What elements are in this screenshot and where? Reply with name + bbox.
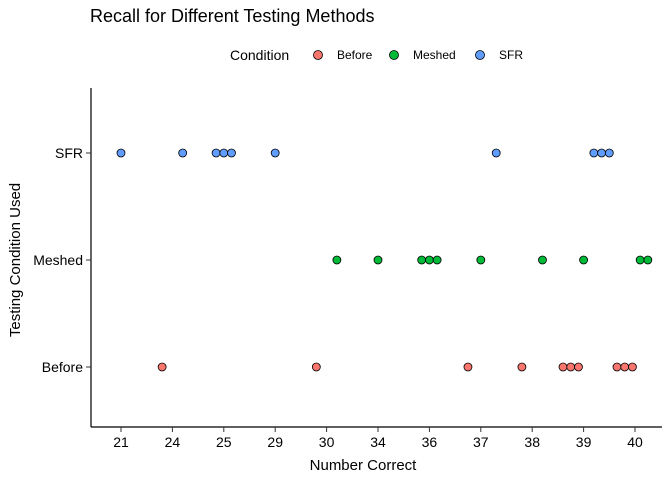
data-point-meshed [424,255,434,265]
x-tick-label: 39 [576,434,592,450]
data-point-meshed [635,255,645,265]
data-point-before [628,362,637,372]
x-tick-label: 34 [370,434,386,450]
data-point-sfr [491,148,501,158]
data-point-sfr [116,148,126,158]
data-point-meshed [432,255,442,265]
x-tick-label: 24 [165,434,181,450]
x-tick-label: 38 [524,434,540,450]
y-tick-label: Before [42,359,83,375]
data-point-sfr [227,148,236,158]
x-tick-label: 29 [267,434,283,450]
data-point-before [463,362,473,372]
y-axis-label: Testing Condition Used [7,183,24,337]
data-point-before [620,362,630,372]
legend-key-sfr [475,50,485,60]
legend-title: Condition [230,47,289,63]
legend-label-meshed: Meshed [413,48,456,62]
x-tick-label: 40 [627,434,643,450]
data-point-before [566,362,576,372]
legend-label-before: Before [337,48,373,62]
data-point-before [157,362,167,372]
data-point-sfr [597,148,606,158]
x-tick-label: 25 [216,434,232,450]
data-point-before [558,362,568,372]
data-point-meshed [417,255,427,265]
data-point-meshed [538,255,547,265]
data-point-before [612,362,622,372]
x-axis-label: Number Correct [310,457,418,474]
legend-label-sfr: SFR [499,48,523,62]
legend-key-meshed [389,50,399,60]
data-point-before [574,362,583,372]
data-point-sfr [178,148,188,158]
x-tick-label: 36 [422,434,438,450]
legend-key-before [313,50,323,60]
data-point-sfr [270,148,280,158]
axes: 21 24 25 29 30 34 36 37 38 39 40 Before Meshed SFR [33,88,662,450]
data-point-before [517,362,527,372]
data-point-meshed [476,255,486,265]
data-point-before [311,362,321,372]
data-point-meshed [643,255,653,265]
chart-title: Recall for Different Testing Methods [90,6,374,26]
data-point-sfr [604,148,614,158]
x-tick-label: 21 [113,434,129,450]
data-point-meshed [579,255,588,265]
data-point-meshed [373,255,383,265]
data-point-sfr [219,148,229,158]
y-tick-label: SFR [55,145,83,161]
data-point-sfr [589,148,599,158]
x-tick-label: 37 [473,434,489,450]
y-tick-label: Meshed [33,252,83,268]
data-points [116,148,653,372]
data-point-sfr [211,148,221,158]
data-point-meshed [332,255,342,265]
legend: Condition Before Meshed SFR [230,47,523,63]
x-tick-label: 30 [319,434,335,450]
